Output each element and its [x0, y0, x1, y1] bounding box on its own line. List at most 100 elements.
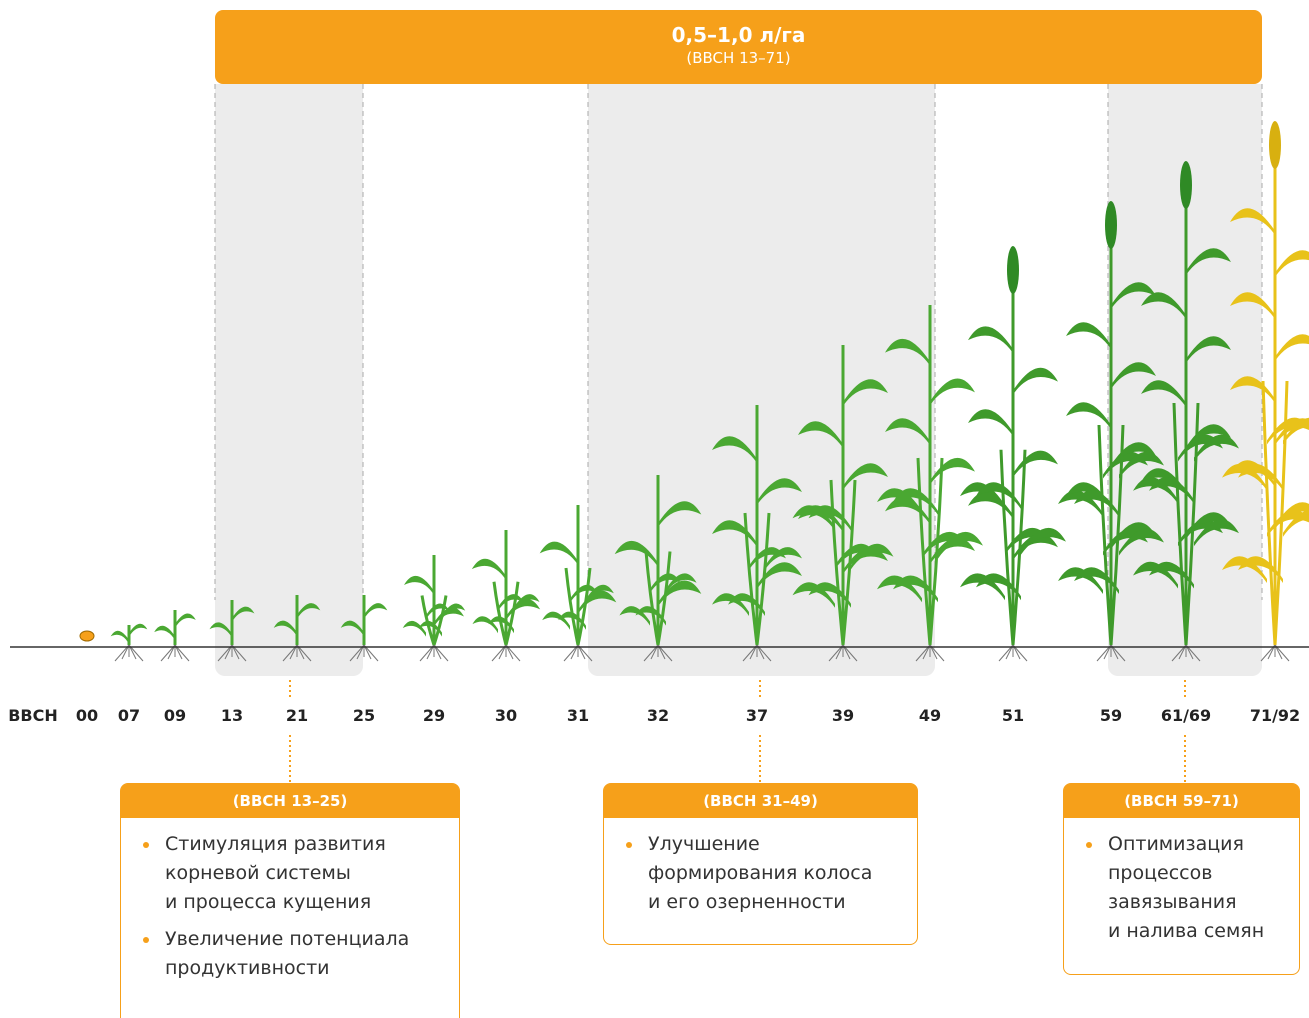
leaf — [1013, 367, 1058, 395]
leaf — [968, 326, 1013, 354]
leaf — [1013, 533, 1058, 561]
leaf — [1230, 460, 1275, 487]
benefit-item: Улучшение формирования колоса и его озерне… — [626, 830, 907, 917]
stem — [1011, 449, 1027, 646]
stage-label: 13 — [220, 706, 244, 725]
benefit-line: Улучшение — [648, 833, 760, 855]
leaf — [1066, 482, 1111, 509]
leaf — [798, 421, 843, 448]
leaf — [1149, 561, 1194, 589]
stem — [1109, 424, 1125, 646]
leaf — [765, 547, 802, 570]
plant — [539, 505, 617, 662]
stage-label: 29 — [422, 706, 446, 725]
leaf — [434, 607, 464, 627]
leaf — [893, 488, 938, 515]
leaf — [1238, 556, 1283, 583]
benefit-box: (BBCH 59–71) Оптимизация процессов завязыва… — [1063, 783, 1300, 975]
seed — [79, 630, 95, 642]
band-edges — [214, 84, 1263, 600]
leaf — [930, 457, 975, 485]
stem — [1184, 402, 1200, 646]
benefit-line: Оптимизация — [1108, 833, 1244, 855]
leaf — [1186, 248, 1231, 275]
leaf — [893, 575, 938, 603]
stem — [755, 512, 771, 646]
stage-label: 30 — [494, 706, 518, 725]
leaf — [514, 594, 540, 612]
stage-label: 00 — [75, 706, 99, 725]
stem — [656, 551, 672, 646]
leaf — [885, 338, 930, 366]
leaf — [273, 620, 297, 637]
benefit-box: (BBCH 31–49) Улучшение формирования колоса… — [603, 783, 918, 945]
stem — [928, 457, 944, 646]
leaf — [1074, 490, 1119, 517]
stem — [492, 581, 508, 646]
box-title: (BBCH 59–71) — [1064, 784, 1299, 818]
leaf — [792, 582, 835, 608]
leaf — [1141, 380, 1186, 407]
benefit-line: корневой системы — [165, 862, 351, 884]
leaf — [418, 620, 442, 637]
leaf — [364, 603, 388, 619]
leaf — [1275, 334, 1309, 361]
benefit-line: процессов — [1108, 862, 1213, 884]
stage-label: 51 — [1001, 706, 1025, 725]
leaf — [798, 505, 843, 532]
leaf — [635, 606, 666, 626]
stage-label: 39 — [831, 706, 855, 725]
leaf — [1021, 527, 1066, 555]
leaf — [968, 492, 1013, 519]
leaf — [1133, 477, 1178, 504]
benefit-list: Оптимизация процессов завязывания и налива … — [1064, 818, 1299, 964]
leaf — [1074, 567, 1119, 594]
leaf — [1141, 468, 1186, 495]
leaf — [885, 418, 930, 445]
leaf — [570, 584, 598, 603]
leaf — [1133, 561, 1178, 589]
leaf — [1275, 250, 1309, 277]
leaf — [658, 501, 702, 528]
leaf — [1230, 208, 1275, 235]
rate: 0,5–1,0 л/га — [671, 23, 806, 47]
plant — [154, 610, 196, 662]
leaf — [877, 575, 922, 603]
leaf — [938, 531, 983, 559]
benefit-list: Улучшение формирования колоса и его озерне… — [604, 818, 917, 935]
benefit-line: формирования колоса — [648, 862, 873, 884]
leaf — [666, 573, 697, 593]
ear — [1105, 201, 1117, 249]
stage-label: 61/69 — [1160, 706, 1212, 725]
leaf — [1058, 490, 1103, 517]
leaf — [1013, 450, 1058, 478]
stage-label: 59 — [1099, 706, 1123, 725]
leaf — [808, 505, 851, 531]
leaf — [402, 620, 426, 637]
plant — [792, 345, 894, 662]
leaf — [1066, 322, 1111, 349]
plant — [712, 405, 802, 662]
leaf — [1230, 376, 1275, 403]
box-title: (BBCH 31–49) — [604, 784, 917, 818]
plant — [877, 305, 983, 662]
leaf — [578, 590, 617, 614]
leaf — [404, 575, 434, 595]
stem — [1261, 380, 1277, 646]
stage-label: 09 — [163, 706, 187, 725]
leaf — [1119, 528, 1164, 556]
benefit-line: завязывания — [1108, 891, 1237, 913]
leaf — [542, 611, 570, 630]
leaf — [650, 573, 681, 593]
stage-label: 71/92 — [1249, 706, 1301, 725]
ear — [1007, 246, 1019, 294]
leaf — [1058, 567, 1103, 594]
benefit-item: Стимуляция развития корневой системы и про… — [143, 830, 449, 917]
leaf — [297, 603, 321, 619]
leaf — [712, 436, 757, 463]
benefit-item: Оптимизация процессов завязывания и налива … — [1086, 830, 1289, 946]
box-title: (BBCH 13–25) — [121, 784, 459, 818]
stem — [999, 449, 1015, 646]
